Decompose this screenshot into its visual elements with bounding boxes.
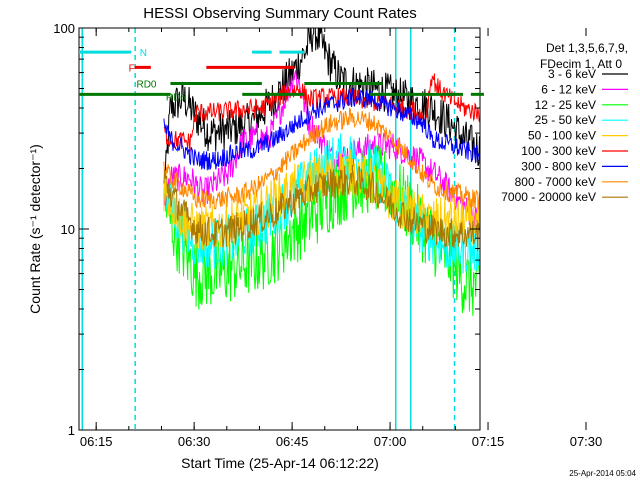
y-tick-label: 1 — [68, 423, 75, 438]
flag-label-n: N — [140, 48, 147, 59]
x-tick-label: 07:00 — [374, 434, 407, 449]
footer-date: 25-Apr-2014 05:04 — [569, 469, 636, 478]
legend-label-0: 3 - 6 keV — [548, 67, 596, 81]
series-line-8 — [163, 164, 480, 252]
legend-label-7: 800 - 7000 keV — [515, 175, 596, 189]
legend-label-2: 12 - 25 keV — [535, 98, 596, 112]
flag-label-rd0: RD0 — [136, 79, 156, 90]
legend-header-detectors: Det 1,3,5,6,7,9, — [546, 41, 628, 55]
series-line-1 — [163, 70, 480, 232]
flag-label-f: F — [129, 63, 135, 74]
x-tick-label: 07:30 — [570, 434, 603, 449]
x-tick-label: 07:15 — [472, 434, 505, 449]
y-axis-label: Count Rate (s⁻¹ detector⁻¹) — [27, 144, 43, 314]
y-tick-label: 10 — [61, 222, 75, 237]
chart-title: HESSI Observing Summary Count Rates — [143, 5, 416, 22]
legend-header-decimation: FDecim 1, Att 0 — [540, 57, 622, 71]
legend-label-8: 7000 - 20000 keV — [501, 190, 596, 204]
legend-label-1: 6 - 12 keV — [541, 82, 596, 96]
series-line-7 — [163, 107, 480, 210]
x-axis-label: Start Time (25-Apr-14 06:12:22) — [181, 455, 379, 471]
y-tick-label: 100 — [53, 21, 75, 36]
x-tick-label: 06:15 — [80, 434, 113, 449]
legend-label-5: 100 - 300 keV — [521, 144, 596, 158]
series-line-6 — [163, 87, 480, 171]
series-line-4 — [163, 149, 480, 252]
x-tick-label: 06:45 — [276, 434, 309, 449]
y-axis: 1 10 100 — [53, 21, 480, 438]
x-tick-label: 06:30 — [178, 434, 211, 449]
legend-label-4: 50 - 100 keV — [528, 129, 596, 143]
flag-label-rd6: RD6 — [166, 92, 186, 103]
legend-label-3: 25 - 50 keV — [535, 113, 596, 127]
legend: Det 1,3,5,6,7,9, FDecim 1, Att 0 3 - 6 k… — [501, 41, 628, 204]
legend-label-6: 300 - 800 keV — [521, 159, 596, 173]
